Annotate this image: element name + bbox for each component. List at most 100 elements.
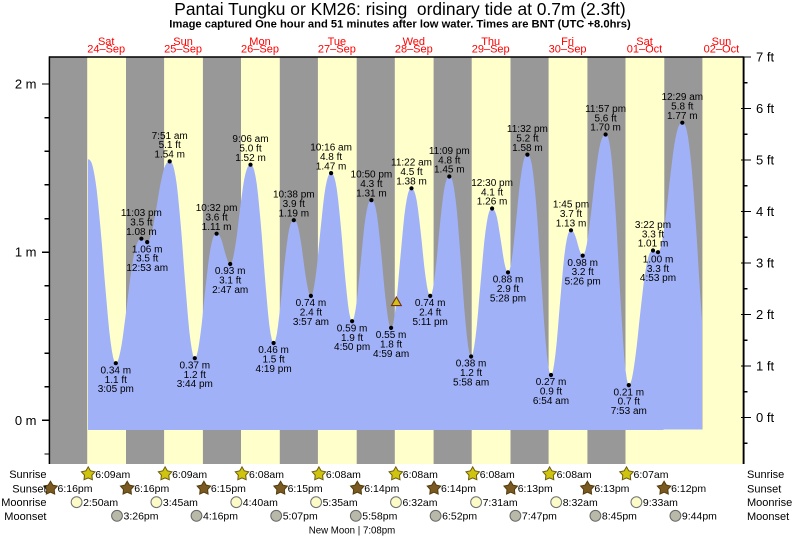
svg-text:26–Sep: 26–Sep [241, 44, 279, 56]
svg-text:9:33am: 9:33am [643, 497, 678, 509]
svg-text:4:50 pm: 4:50 pm [334, 342, 370, 353]
svg-text:7:31am: 7:31am [483, 497, 518, 509]
svg-text:0.93 m: 0.93 m [215, 266, 246, 277]
svg-text:4 ft: 4 ft [756, 204, 774, 219]
svg-text:7:51 am: 7:51 am [152, 131, 188, 142]
svg-text:0.37 m: 0.37 m [180, 360, 211, 371]
svg-text:6:52pm: 6:52pm [442, 511, 477, 523]
svg-text:1:45 pm: 1:45 pm [553, 200, 589, 211]
svg-text:Sunset: Sunset [12, 483, 46, 495]
svg-text:3.5 ft: 3.5 ft [130, 218, 152, 229]
svg-text:1.38 m: 1.38 m [396, 177, 427, 188]
svg-text:1.00 m: 1.00 m [643, 254, 674, 265]
svg-text:4.1 ft: 4.1 ft [481, 187, 503, 198]
svg-text:10:32 pm: 10:32 pm [196, 203, 238, 214]
svg-text:6:09am: 6:09am [172, 469, 207, 481]
svg-text:02–Oct: 02–Oct [704, 44, 739, 56]
svg-text:6:08am: 6:08am [326, 469, 361, 481]
svg-text:6:13pm: 6:13pm [594, 483, 629, 495]
svg-text:1.31 m: 1.31 m [356, 188, 387, 199]
svg-text:7:53 am: 7:53 am [611, 406, 647, 417]
svg-text:4:59 am: 4:59 am [373, 349, 409, 360]
svg-text:5.1 ft: 5.1 ft [159, 140, 181, 151]
svg-text:1.54 m: 1.54 m [154, 150, 185, 161]
svg-text:4:16pm: 4:16pm [203, 511, 238, 523]
svg-text:Sunrise: Sunrise [747, 469, 784, 481]
svg-text:4:19 pm: 4:19 pm [256, 364, 292, 375]
svg-text:Moonset: Moonset [747, 511, 789, 523]
svg-text:12:53 am: 12:53 am [126, 263, 168, 274]
svg-text:Sun: Sun [173, 36, 193, 48]
svg-text:24–Sep: 24–Sep [87, 44, 125, 56]
svg-text:1.2 ft: 1.2 ft [184, 370, 206, 381]
svg-text:1.01 m: 1.01 m [638, 239, 669, 250]
svg-text:10:50 pm: 10:50 pm [351, 170, 393, 181]
svg-text:6:13pm: 6:13pm [518, 483, 553, 495]
svg-text:1.8 ft: 1.8 ft [380, 340, 402, 351]
svg-text:10:38 pm: 10:38 pm [273, 190, 315, 201]
svg-text:5:35am: 5:35am [323, 497, 358, 509]
svg-text:3.3 ft: 3.3 ft [642, 229, 664, 240]
svg-text:6:16pm: 6:16pm [58, 483, 93, 495]
svg-text:1.11 m: 1.11 m [202, 222, 232, 233]
svg-text:Thu: Thu [481, 36, 500, 48]
svg-text:0.46 m: 0.46 m [258, 345, 289, 356]
svg-text:1.70 m: 1.70 m [590, 123, 621, 134]
svg-text:3.6 ft: 3.6 ft [205, 213, 227, 224]
svg-text:3:26pm: 3:26pm [124, 511, 159, 523]
svg-text:1.13 m: 1.13 m [556, 219, 587, 230]
svg-text:29–Sep: 29–Sep [472, 44, 510, 56]
svg-text:11:22 am: 11:22 am [391, 158, 432, 169]
svg-text:3:57 am: 3:57 am [293, 317, 329, 328]
svg-text:9:44pm: 9:44pm [682, 511, 717, 523]
svg-text:6:12pm: 6:12pm [671, 483, 706, 495]
svg-text:3.1 ft: 3.1 ft [219, 276, 241, 287]
svg-text:2.4 ft: 2.4 ft [419, 308, 441, 319]
svg-text:8:45pm: 8:45pm [602, 511, 637, 523]
svg-text:0.88 m: 0.88 m [493, 275, 524, 286]
svg-text:8:32am: 8:32am [563, 497, 598, 509]
svg-text:6:15pm: 6:15pm [211, 483, 246, 495]
svg-text:25–Sep: 25–Sep [164, 44, 202, 56]
svg-text:0.55 m: 0.55 m [376, 330, 407, 341]
svg-text:5.8 ft: 5.8 ft [671, 102, 693, 113]
svg-text:Mon: Mon [249, 36, 270, 48]
svg-text:9:06 am: 9:06 am [232, 134, 268, 145]
svg-text:30–Sep: 30–Sep [549, 44, 587, 56]
svg-text:6:32am: 6:32am [403, 497, 438, 509]
svg-text:5.6 ft: 5.6 ft [594, 113, 616, 124]
svg-text:6:54 am: 6:54 am [533, 396, 569, 407]
svg-text:1.58 m: 1.58 m [512, 143, 543, 154]
svg-text:3.9 ft: 3.9 ft [283, 199, 305, 210]
svg-text:1.47 m: 1.47 m [316, 161, 347, 172]
svg-text:2 ft: 2 ft [756, 307, 774, 322]
svg-text:1 ft: 1 ft [756, 359, 774, 374]
svg-text:2.9 ft: 2.9 ft [497, 284, 519, 295]
svg-text:Sunrise: Sunrise [9, 469, 46, 481]
svg-text:Fri: Fri [561, 36, 574, 48]
svg-text:5:26 pm: 5:26 pm [565, 277, 601, 288]
svg-text:New Moon | 7:08pm: New Moon | 7:08pm [309, 525, 396, 536]
svg-text:0.7 ft: 0.7 ft [618, 397, 640, 408]
svg-text:Wed: Wed [403, 36, 425, 48]
svg-text:Moonrise: Moonrise [747, 497, 792, 509]
svg-text:0.9 ft: 0.9 ft [540, 387, 562, 398]
svg-text:0.74 m: 0.74 m [415, 298, 446, 309]
svg-text:5 ft: 5 ft [756, 153, 774, 168]
svg-text:2:47 am: 2:47 am [212, 285, 248, 296]
svg-text:1.26 m: 1.26 m [477, 197, 508, 208]
svg-text:Moonset: Moonset [4, 511, 46, 523]
svg-text:4.3 ft: 4.3 ft [360, 179, 382, 190]
svg-text:0.98 m: 0.98 m [567, 258, 598, 269]
svg-text:3:44 pm: 3:44 pm [177, 379, 213, 390]
svg-text:3.7 ft: 3.7 ft [560, 209, 582, 220]
svg-text:5.0 ft: 5.0 ft [239, 144, 261, 155]
svg-text:0.38 m: 0.38 m [456, 359, 487, 370]
svg-text:0 ft: 0 ft [756, 410, 774, 425]
svg-text:3.2 ft: 3.2 ft [572, 267, 594, 278]
svg-text:28–Sep: 28–Sep [395, 44, 433, 56]
svg-text:6:09am: 6:09am [95, 469, 130, 481]
svg-text:4:53 pm: 4:53 pm [640, 273, 676, 284]
svg-text:1.06 m: 1.06 m [132, 244, 163, 255]
svg-text:Image captured One hour and 51: Image captured One hour and 51 minutes a… [169, 19, 631, 31]
